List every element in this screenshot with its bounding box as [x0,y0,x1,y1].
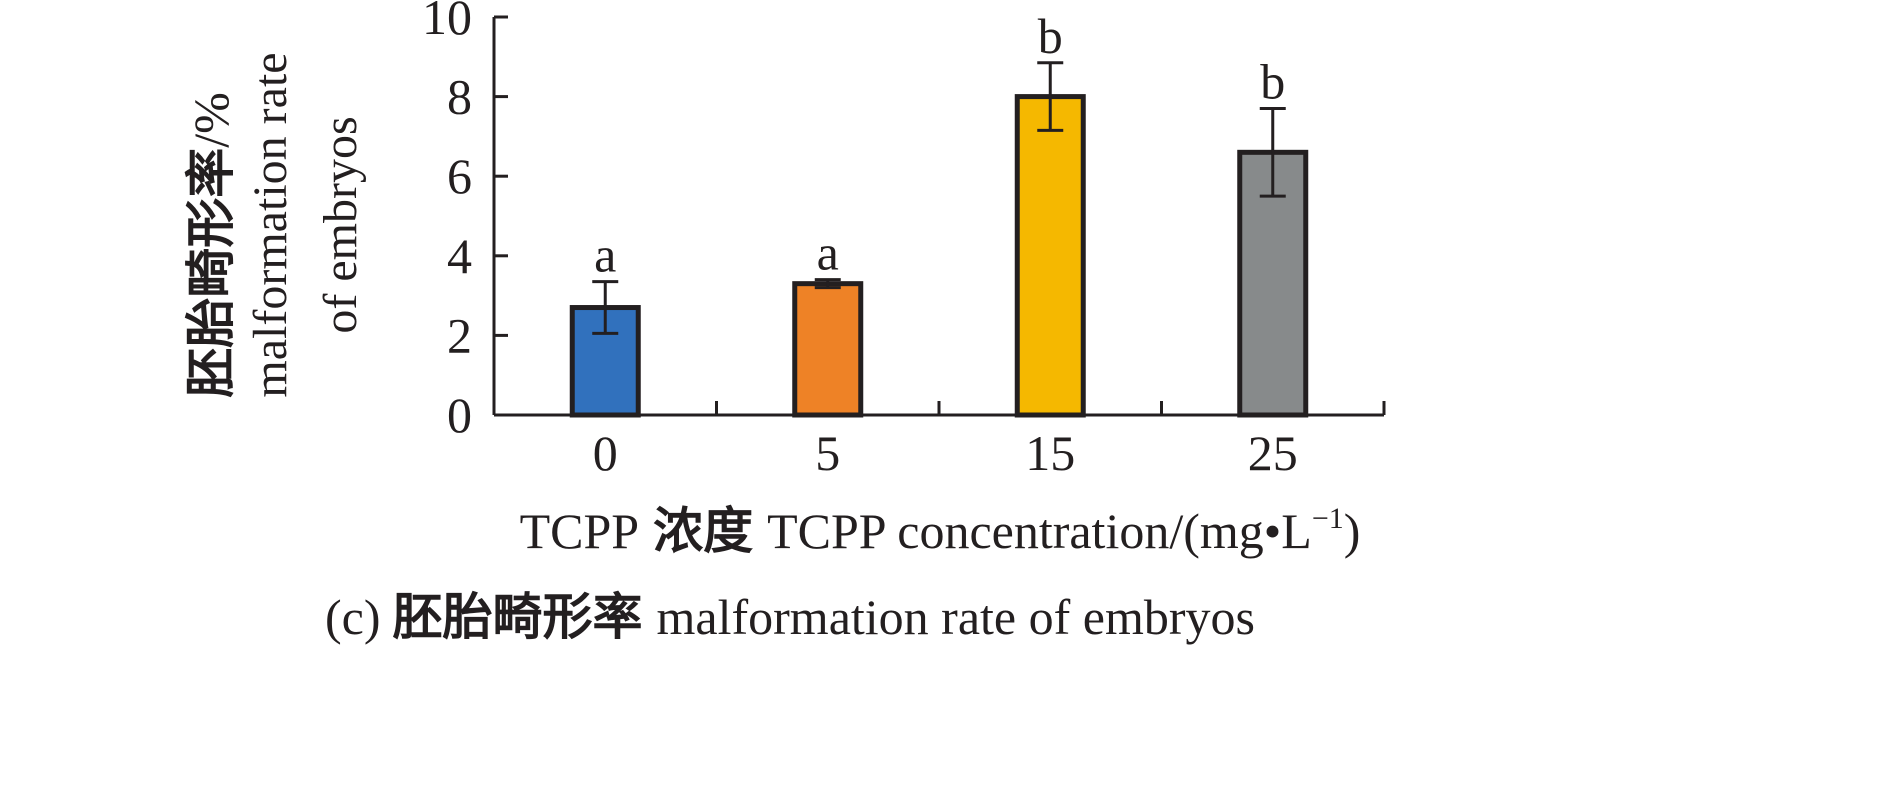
y-tick-label-10: 10 [422,0,472,45]
y-axis-title-en-line1: malformation rate [244,52,297,397]
caption-cn: 胚胎畸形率 [393,588,643,646]
error-bar-0 [592,280,619,335]
x-tick-label-25: 25 [1248,425,1298,481]
bar-5 [792,281,864,418]
error-bar-15 [1037,61,1064,132]
y-axis-title-en-line2: of embryos [314,116,367,333]
x-axis-title-dot: • [1264,503,1282,559]
error-bar-5 [814,278,841,290]
x-axis-title-prefix: TCPP [520,503,640,559]
x-axis-title: TCPP 浓度 TCPP concentration/(mg•L−1) [520,502,1361,560]
error-bar-25 [1259,107,1286,198]
y-axis-title-en-1: malformation rate [244,52,297,397]
tick-labels-layer: 0 5 15 25 0 2 4 6 8 10 [422,0,1298,481]
caption-en: malformation rate of embryos [657,589,1255,645]
x-axis-title-en: TCPP concentration/(mg [767,503,1264,559]
x-axis-title-sup: −1 [1312,502,1344,535]
y-axis-title-en-2: of embryos [314,116,367,333]
significance-letter-25: b [1260,54,1285,110]
x-axis-title-cn: 浓度 [653,502,753,560]
significance-letter-5: a [817,225,839,281]
significance-letters-layer: a a b b [594,8,1285,283]
y-axis-title: 胚胎畸形率/% [182,92,240,398]
y-axis-title-cn: 胚胎畸形率 [182,148,240,398]
svg-text:胚胎畸形率/%: 胚胎畸形率/% [182,92,240,398]
significance-letter-15: b [1038,8,1063,64]
x-tick-label-15: 15 [1025,425,1075,481]
y-tick-label-4: 4 [447,228,472,284]
bars-layer [569,94,1309,418]
axes-layer [492,15,1386,417]
y-tick-label-2: 2 [447,307,472,363]
caption-label: (c) [325,589,381,645]
y-tick-label-0: 0 [447,387,472,443]
x-tick-label-0: 0 [593,425,618,481]
x-tick-label-5: 5 [815,425,840,481]
significance-letter-0: a [594,227,616,283]
error-bars-layer [592,61,1286,335]
x-axis-title-unit: L [1281,503,1312,559]
figure-caption: (c) 胚胎畸形率 malformation rate of embryos [325,588,1255,646]
y-tick-label-6: 6 [447,148,472,204]
y-axis-title-unit: /% [183,92,239,148]
x-axis-title-close: ) [1344,503,1361,559]
bar-15 [1014,94,1086,418]
y-tick-label-8: 8 [447,69,472,125]
